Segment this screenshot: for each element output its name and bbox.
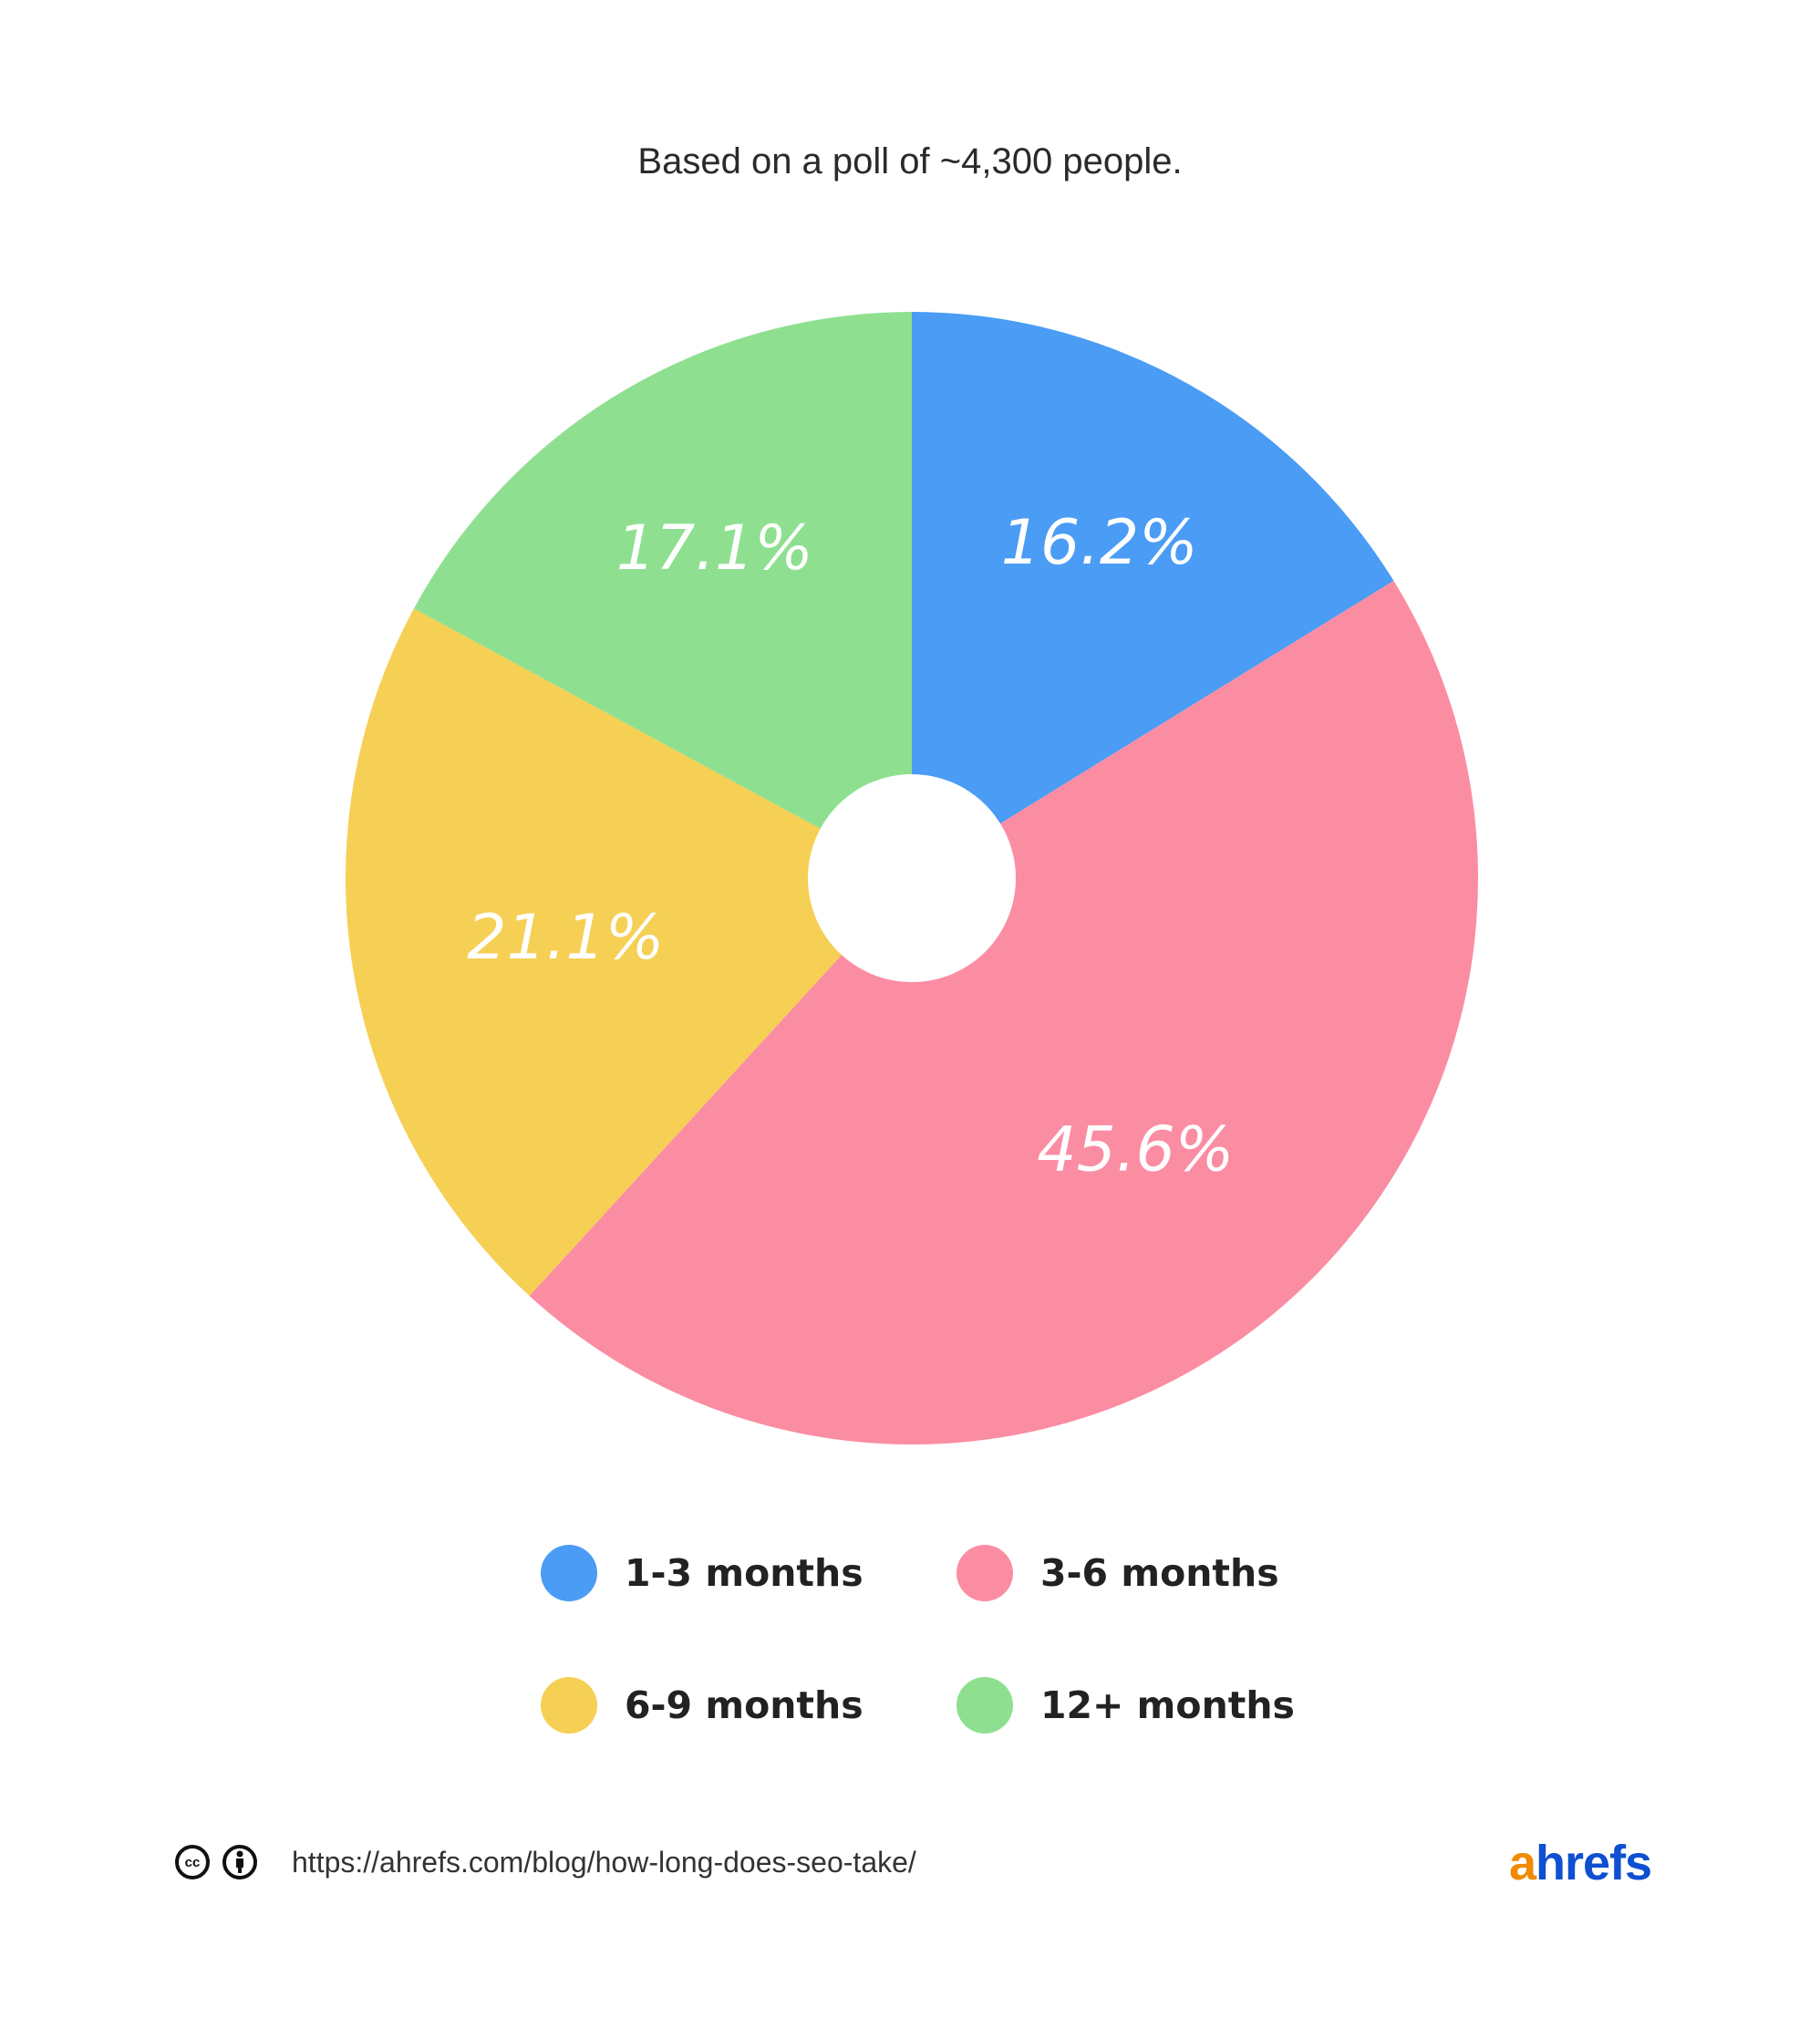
legend-swatch	[957, 1677, 1013, 1734]
slice-12-months	[413, 312, 912, 878]
slice-1-3-months	[912, 312, 1394, 878]
donut-chart: 16.2% 45.6% 21.1% 17.1%	[346, 312, 1478, 1444]
legend-item-3-6-months: 3-6 months	[957, 1545, 1279, 1601]
license-icons: cc	[175, 1845, 257, 1879]
donut-hole	[808, 774, 1016, 982]
ahrefs-logo: ahrefs	[1509, 1836, 1652, 1890]
slice-data-label: 21.1%	[467, 902, 664, 974]
slice-6-9-months	[346, 608, 912, 1296]
slice-3-6-months	[529, 580, 1478, 1444]
slice-data-label: 16.2%	[1001, 507, 1198, 579]
legend-swatch	[541, 1677, 597, 1734]
legend-label: 1-3 months	[625, 1551, 863, 1595]
source-url[interactable]: https://ahrefs.com/blog/how-long-does-se…	[292, 1846, 916, 1879]
slice-data-label: 17.1%	[616, 513, 813, 585]
attribution-icon	[222, 1845, 257, 1879]
creative-commons-icon: cc	[175, 1845, 210, 1879]
legend-swatch	[541, 1545, 597, 1601]
legend-label: 3-6 months	[1040, 1551, 1279, 1595]
legend-item-1-3-months: 1-3 months	[541, 1545, 863, 1601]
legend-item-12-plus-months: 12+ months	[957, 1677, 1295, 1734]
chart-subtitle: Based on a poll of ~4,300 people.	[637, 141, 1183, 181]
legend-label: 6-9 months	[625, 1683, 863, 1727]
legend-label: 12+ months	[1040, 1683, 1295, 1727]
slice-data-label: 45.6%	[1037, 1114, 1234, 1186]
legend-item-6-9-months: 6-9 months	[541, 1677, 863, 1734]
legend-swatch	[957, 1545, 1013, 1601]
